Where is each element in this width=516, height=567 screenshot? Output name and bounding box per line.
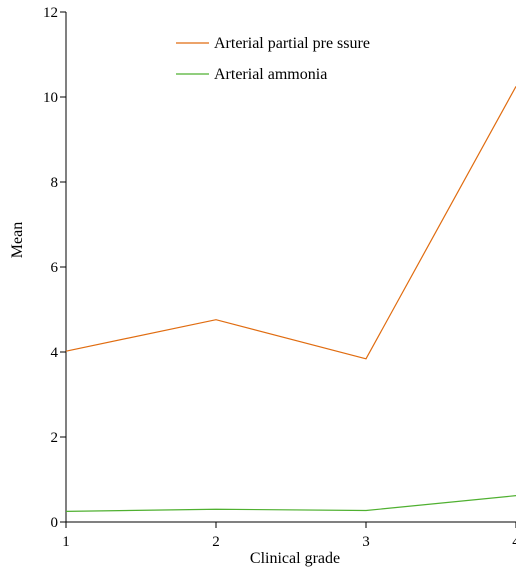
y-tick-label: 10 (43, 90, 58, 106)
legend-entry-0: Arterial partial pre ssure (176, 35, 370, 52)
y-tick-label: 0 (51, 515, 59, 531)
y-tick-label: 8 (51, 175, 59, 191)
y-tick-label: 4 (51, 345, 59, 361)
x-tick-label: 1 (62, 534, 70, 550)
axes (65, 12, 516, 523)
x-axis-title: Clinical grade (250, 550, 340, 567)
y-tick-label: 12 (43, 5, 58, 21)
legend-label-0: Arterial partial pre ssure (214, 35, 370, 52)
y-ticks: 0 2 4 6 8 10 12 (43, 5, 66, 531)
y-tick-label: 6 (51, 260, 59, 276)
y-tick-label: 2 (51, 430, 59, 446)
legend: Arterial partial pre ssure Arterial ammo… (176, 35, 370, 83)
x-tick-label: 2 (212, 534, 220, 550)
x-tick-label: 3 (362, 534, 370, 550)
legend-label-1: Arterial ammonia (214, 66, 327, 83)
legend-entry-1: Arterial ammonia (176, 66, 327, 83)
y-axis-title: Mean (9, 222, 26, 258)
x-tick-label: 4 (512, 534, 516, 550)
series-line-0 (65, 86, 516, 360)
series-line-1 (65, 495, 516, 512)
series-layer (65, 86, 516, 512)
x-ticks: 1 2 3 4 (62, 522, 516, 550)
